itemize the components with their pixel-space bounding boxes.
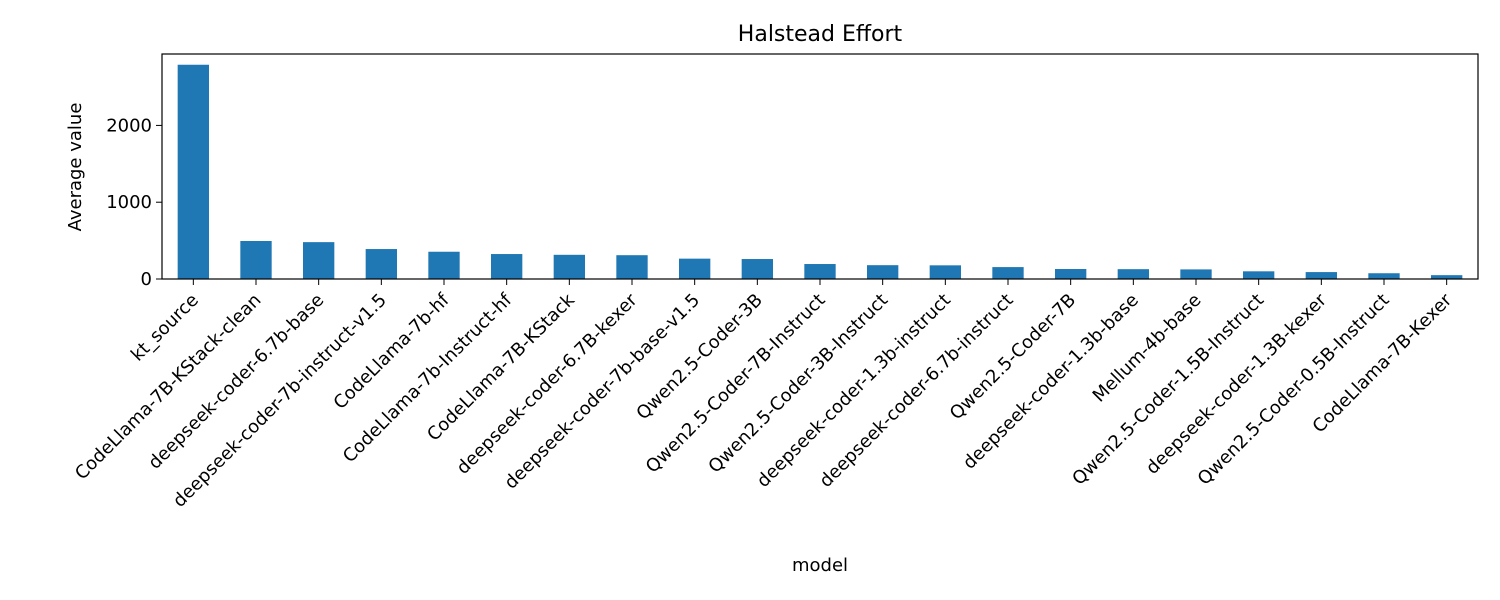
bar-6 [553,254,585,279]
bar-4 [428,251,460,279]
bar-8 [679,258,711,279]
x-tick-label-16: Mellum-4b-base [1089,290,1206,407]
y-tick-label-2: 2000 [106,115,152,136]
bar-16 [1180,269,1212,279]
bar-1 [240,240,272,279]
bar-9 [741,259,773,279]
bar-5 [491,254,523,279]
bar-0 [177,64,209,279]
y-tick-label-1: 1000 [106,192,152,213]
bar-20 [1431,275,1463,279]
y-axis-label: Average value [65,103,86,232]
bar-14 [1055,269,1087,279]
y-axis: 0 1000 2000 [106,115,162,290]
bar-7 [616,255,648,279]
bar-10 [804,264,836,279]
bar-3 [365,249,397,279]
bar-13 [992,267,1024,279]
bar-12 [929,265,961,279]
bars-group [177,64,1463,279]
bar-17 [1243,271,1275,279]
bar-15 [1117,269,1149,279]
x-axis-label: model [792,555,848,576]
bar-2 [303,242,335,279]
bar-11 [867,265,899,279]
x-axis: kt_sourceCodeLlama-7B-KStack-cleandeepse… [71,279,1457,512]
bar-19 [1368,273,1400,279]
x-tick-label-4: CodeLlama-7b-hf [330,289,454,413]
bar-18 [1305,272,1337,279]
y-tick-label-0: 0 [141,269,152,290]
chart-title: Halstead Effort [738,22,903,47]
plot-frame [161,53,1479,280]
